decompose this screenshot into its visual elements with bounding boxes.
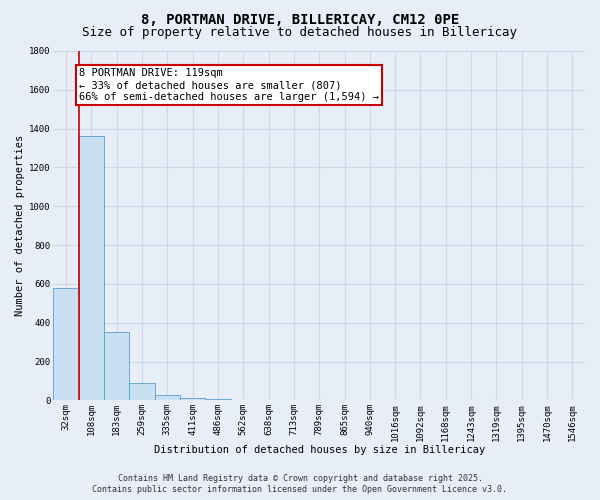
Bar [79,136,104,400]
Bar [104,332,130,400]
Text: 8 PORTMAN DRIVE: 119sqm
← 33% of detached houses are smaller (807)
66% of semi-d: 8 PORTMAN DRIVE: 119sqm ← 33% of detache… [79,68,379,102]
Bar [53,288,79,401]
Text: 8, PORTMAN DRIVE, BILLERICAY, CM12 0PE: 8, PORTMAN DRIVE, BILLERICAY, CM12 0PE [141,12,459,26]
X-axis label: Distribution of detached houses by size in Billericay: Distribution of detached houses by size … [154,445,485,455]
Bar [155,394,180,400]
Y-axis label: Number of detached properties: Number of detached properties [15,135,25,316]
Text: Contains HM Land Registry data © Crown copyright and database right 2025.
Contai: Contains HM Land Registry data © Crown c… [92,474,508,494]
Bar [180,398,205,400]
Bar [130,383,155,400]
Text: Size of property relative to detached houses in Billericay: Size of property relative to detached ho… [83,26,517,39]
